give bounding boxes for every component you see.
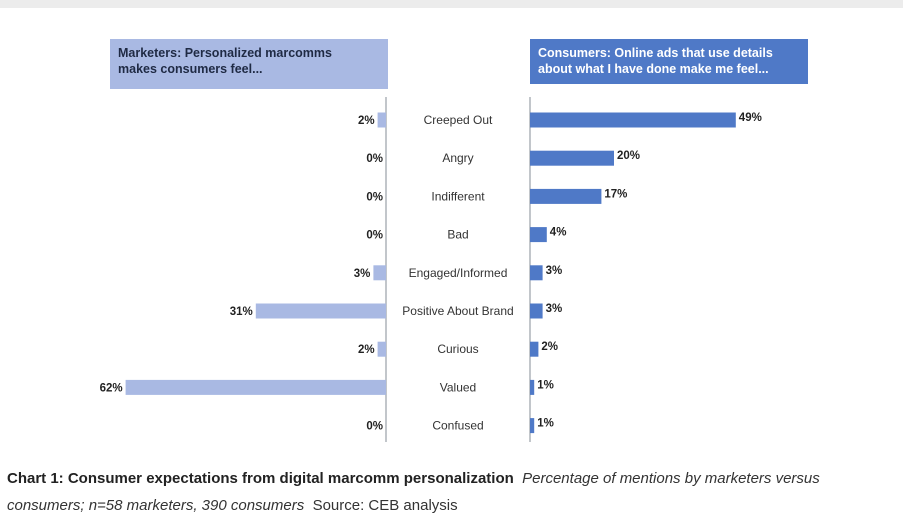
category-label-angry: Angry [442, 151, 473, 165]
consumers-value-angry: 20% [617, 150, 640, 162]
marketers-header-line-1: Marketers: Personalized marcomms [118, 46, 332, 60]
chart-panel [100, 30, 820, 448]
butterfly-bar-chart: Creeped Out 2% 49% Angry 0% 20% Indifferent 0% 1… [100, 97, 762, 442]
consumers-bar-curious [530, 341, 539, 357]
category-label-indifferent: Indifferent [431, 189, 485, 203]
consumers-value-valued: 1% [537, 379, 554, 391]
category-label-creeped-out: Creeped Out [424, 113, 493, 127]
consumers-header-line-2: about what I have done make me feel... [538, 62, 769, 76]
marketers-header: Marketers: Personalized marcomms makes c… [110, 39, 388, 89]
marketers-bar-valued [125, 379, 386, 395]
category-label-valued: Valued [440, 380, 476, 394]
category-label-positive-about-brand: Positive About Brand [402, 304, 513, 318]
consumers-bar-engaged-informed [530, 265, 543, 281]
consumers-value-positive-about-brand: 3% [546, 303, 563, 315]
chart-caption: Chart 1: Consumer expectations from digi… [7, 465, 897, 519]
consumers-header-line-1: Consumers: Online ads that use details [538, 46, 773, 60]
marketers-value-confused: 0% [366, 421, 383, 433]
consumers-bar-confused [530, 418, 535, 434]
marketers-value-bad: 0% [366, 230, 383, 242]
marketers-value-positive-about-brand: 31% [230, 306, 253, 318]
marketers-bar-positive-about-brand [255, 303, 386, 319]
consumers-value-bad: 4% [550, 227, 567, 239]
category-label-bad: Bad [447, 228, 468, 242]
marketers-bar-engaged-informed [373, 265, 386, 281]
chart-bars: Creeped Out 2% 49% Angry 0% 20% Indifferent 0% 1… [100, 112, 762, 434]
marketers-value-curious: 2% [358, 344, 375, 356]
consumers-value-engaged-informed: 3% [546, 265, 563, 277]
category-label-curious: Curious [437, 342, 478, 356]
consumers-bar-creeped-out [530, 112, 736, 128]
category-label-confused: Confused [432, 419, 483, 433]
consumers-bar-indifferent [530, 188, 602, 204]
consumers-value-indifferent: 17% [604, 188, 627, 200]
consumers-value-confused: 1% [537, 418, 554, 430]
consumers-bar-positive-about-brand [530, 303, 543, 319]
caption-subtitle: Percentage of mentions by marketers vers… [7, 470, 820, 514]
consumers-bar-valued [530, 379, 535, 395]
marketers-value-creeped-out: 2% [358, 115, 375, 127]
consumers-value-creeped-out: 49% [739, 112, 762, 124]
consumers-value-curious: 2% [541, 341, 558, 353]
consumers-bar-bad [530, 227, 547, 243]
marketers-value-valued: 62% [100, 382, 123, 394]
consumers-bar-angry [530, 150, 614, 166]
caption-source: Source: CEB analysis [312, 497, 458, 514]
marketers-header-line-2: makes consumers feel... [118, 62, 263, 76]
consumers-header: Consumers: Online ads that use details a… [530, 39, 808, 84]
category-label-engaged-informed: Engaged/Informed [409, 266, 508, 280]
marketers-value-angry: 0% [366, 153, 383, 165]
caption-title: Chart 1: Consumer expectations from digi… [7, 470, 514, 487]
top-divider-bar [0, 0, 903, 8]
marketers-bar-curious [377, 341, 386, 357]
marketers-value-engaged-informed: 3% [354, 268, 371, 280]
marketers-bar-creeped-out [377, 112, 386, 128]
marketers-value-indifferent: 0% [366, 191, 383, 203]
